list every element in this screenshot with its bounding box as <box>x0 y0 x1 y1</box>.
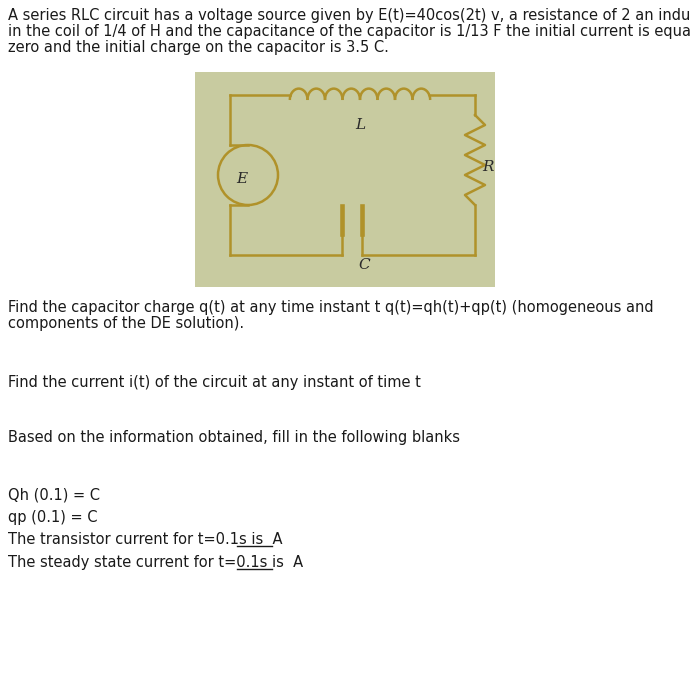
Text: C: C <box>358 258 370 272</box>
Text: in the coil of 1/4 of H and the capacitance of the capacitor is 1/13 F the initi: in the coil of 1/4 of H and the capacita… <box>8 24 691 39</box>
Text: A series RLC circuit has a voltage source given by E(t)=40cos(2t) v, a resistanc: A series RLC circuit has a voltage sourc… <box>8 8 691 23</box>
Text: L: L <box>355 118 365 132</box>
Text: qp (0.1) = C: qp (0.1) = C <box>8 510 97 525</box>
Bar <box>195 72 495 287</box>
Text: Find the capacitor charge q(t) at any time instant t q(t)=qh(t)+qp(t) (homogeneo: Find the capacitor charge q(t) at any ti… <box>8 300 654 315</box>
Text: R: R <box>482 160 493 174</box>
Text: E: E <box>236 172 247 186</box>
Text: Find the current i(t) of the circuit at any instant of time t: Find the current i(t) of the circuit at … <box>8 375 421 390</box>
Text: zero and the initial charge on the capacitor is 3.5 C.: zero and the initial charge on the capac… <box>8 40 389 55</box>
Text: The transistor current for t=0.1s is  A: The transistor current for t=0.1s is A <box>8 532 283 547</box>
Text: components of the DE solution).: components of the DE solution). <box>8 316 244 331</box>
Text: The steady state current for t=0.1s is  A: The steady state current for t=0.1s is A <box>8 555 303 570</box>
Text: Qh (0.1) = C: Qh (0.1) = C <box>8 488 100 503</box>
Text: Based on the information obtained, fill in the following blanks: Based on the information obtained, fill … <box>8 430 460 445</box>
